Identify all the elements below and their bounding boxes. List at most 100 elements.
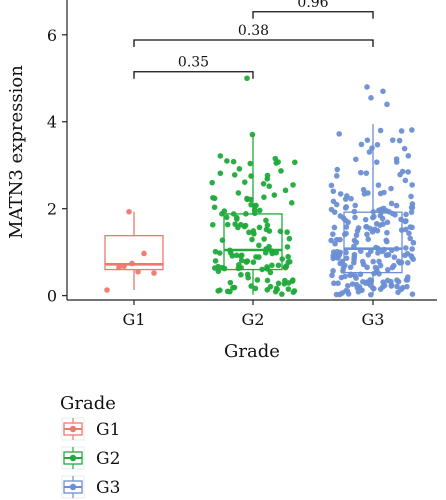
- data-point: [256, 207, 263, 214]
- data-point: [371, 226, 378, 233]
- data-point: [369, 145, 375, 151]
- data-point: [273, 285, 280, 292]
- data-point: [219, 211, 225, 217]
- data-point: [330, 188, 337, 195]
- data-point: [342, 262, 348, 269]
- data-point: [141, 250, 147, 257]
- data-point: [408, 209, 415, 215]
- data-point: [388, 247, 395, 254]
- data-point: [244, 75, 250, 82]
- data-point: [370, 209, 377, 215]
- legend-key-point: [69, 454, 77, 462]
- data-point: [263, 226, 270, 233]
- data-point: [256, 242, 262, 249]
- p-value-label: 0.38: [238, 23, 269, 39]
- data-point: [385, 266, 391, 273]
- data-point: [238, 257, 245, 264]
- legend-label: G2: [96, 449, 120, 469]
- data-point: [342, 205, 349, 211]
- data-point: [264, 287, 271, 293]
- data-point: [264, 222, 271, 229]
- data-point: [333, 291, 340, 298]
- data-point: [331, 249, 337, 255]
- data-point: [357, 248, 364, 254]
- data-point: [344, 282, 351, 289]
- data-point: [361, 191, 368, 197]
- data-point: [388, 185, 394, 192]
- data-point: [367, 225, 373, 232]
- data-point: [375, 182, 382, 188]
- y-tick-label: 6: [47, 26, 57, 45]
- legend-title: Grade: [60, 393, 116, 414]
- data-point: [211, 195, 218, 202]
- data-point: [241, 179, 248, 185]
- data-point: [380, 221, 386, 227]
- data-point: [364, 84, 370, 90]
- data-point: [347, 264, 354, 271]
- comparison-g1-g3: 0.38: [133, 23, 374, 47]
- data-point: [247, 196, 254, 203]
- legend-item-g2: G2: [61, 446, 120, 470]
- data-point: [329, 272, 335, 279]
- data-point: [231, 172, 238, 178]
- data-point: [402, 177, 409, 184]
- data-point: [359, 287, 365, 294]
- y-tick-label: 4: [47, 113, 57, 132]
- data-point: [359, 258, 366, 265]
- data-point: [246, 229, 252, 236]
- data-point: [282, 277, 288, 284]
- data-point: [250, 259, 257, 265]
- data-point: [330, 268, 336, 274]
- data-point: [380, 284, 386, 290]
- x-axis-title: Grade: [224, 341, 280, 362]
- data-point: [217, 153, 224, 159]
- data-point: [273, 160, 280, 166]
- data-point: [244, 271, 251, 278]
- data-point: [283, 263, 290, 270]
- data-point: [104, 287, 110, 293]
- data-point: [353, 281, 360, 288]
- data-point: [248, 283, 254, 289]
- data-point: [374, 245, 381, 252]
- data-point: [409, 127, 415, 133]
- data-point: [371, 285, 377, 292]
- data-point: [406, 230, 412, 237]
- data-point: [249, 236, 255, 243]
- data-point: [384, 219, 391, 226]
- data-point: [343, 255, 350, 262]
- data-point: [363, 170, 370, 176]
- legend-key-point: [69, 483, 77, 491]
- data-point: [398, 216, 404, 223]
- data-point: [217, 170, 224, 177]
- plot-panel: 0.35 0.38 0.96 0 2 4 6 G1 G2 G3: [47, 0, 437, 329]
- data-point: [340, 268, 346, 274]
- data-point: [264, 266, 271, 272]
- data-point: [362, 216, 369, 223]
- data-point: [395, 278, 402, 285]
- data-point: [405, 169, 411, 175]
- data-point: [348, 195, 354, 202]
- data-point: [384, 277, 391, 284]
- data-point: [337, 213, 344, 219]
- data-point: [235, 190, 242, 196]
- data-point: [331, 280, 337, 287]
- data-point: [252, 210, 258, 217]
- data-point: [243, 259, 250, 265]
- data-point: [263, 217, 269, 224]
- data-point: [380, 205, 387, 212]
- data-point: [233, 252, 240, 259]
- data-point: [273, 249, 279, 256]
- data-point: [402, 252, 408, 259]
- data-point: [126, 208, 132, 215]
- data-point: [275, 262, 282, 269]
- data-point: [409, 201, 416, 207]
- data-point: [209, 221, 216, 228]
- p-value-label: 0.35: [178, 55, 209, 71]
- data-point: [398, 227, 405, 233]
- data-point: [338, 274, 345, 281]
- data-point: [351, 256, 357, 263]
- data-point: [121, 263, 127, 269]
- data-point: [284, 244, 291, 250]
- data-point: [290, 182, 296, 188]
